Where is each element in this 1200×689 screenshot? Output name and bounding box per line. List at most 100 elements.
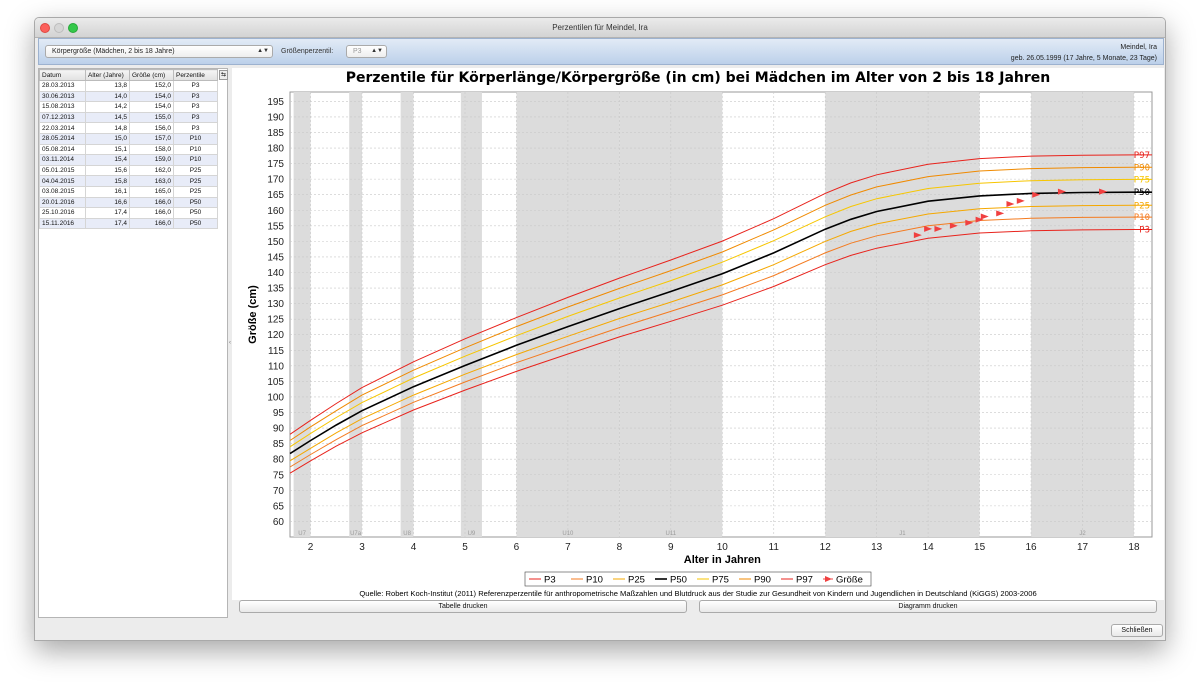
column-header-age[interactable]: Alter (Jahre)	[85, 69, 130, 81]
table-row[interactable]: 28.03.2013 13,8 152,0 P3	[39, 80, 218, 92]
cell-percentile: P25	[173, 185, 218, 198]
measurement-point	[924, 225, 933, 232]
measurement-point	[1057, 188, 1066, 195]
x-tick-label: 11	[769, 542, 780, 553]
age-band-label: J1	[899, 531, 906, 537]
measurement-point	[975, 216, 984, 223]
table-row[interactable]: 05.01.2015 15,6 162,0 P25	[39, 164, 218, 177]
y-tick-label: 110	[268, 361, 284, 372]
zoom-window-button[interactable]	[68, 23, 78, 33]
age-band	[619, 92, 723, 537]
series-end-label: P75	[1134, 175, 1150, 185]
cell-age: 17,4	[85, 217, 130, 230]
cell-date: 07.12.2013	[39, 111, 86, 124]
chart-source: Quelle: Robert Koch-Institut (2011) Refe…	[359, 589, 1036, 598]
x-tick-label: 18	[1128, 542, 1140, 553]
age-band	[825, 92, 980, 537]
y-tick-label: 70	[273, 486, 285, 497]
legend-label: P3	[544, 575, 556, 586]
close-button[interactable]: Schließen	[1111, 624, 1163, 637]
y-tick-label: 95	[273, 408, 285, 419]
cell-height: 166,0	[129, 196, 174, 209]
percentile-select[interactable]: P3 ▲▼	[346, 45, 387, 58]
table-row[interactable]: 03.08.2015 16,1 165,0 P25	[39, 185, 218, 198]
measurement-point	[949, 222, 958, 229]
y-tick-label: 120	[267, 330, 284, 341]
measure-select[interactable]: Körpergröße (Mädchen, 2 bis 18 Jahre) ▲▼	[45, 45, 273, 58]
legend-label: P75	[712, 575, 729, 586]
y-tick-label: 90	[273, 424, 285, 435]
x-tick-label: 6	[514, 542, 520, 553]
table-row[interactable]: 22.03.2014 14,8 156,0 P3	[39, 122, 218, 134]
series-line-p3	[289, 229, 1152, 474]
series-end-label: P50	[1134, 188, 1150, 198]
cell-height: 165,0	[129, 185, 174, 198]
y-tick-label: 170	[267, 175, 284, 186]
minimize-window-button[interactable]	[54, 23, 64, 33]
table-row[interactable]: 05.08.2014 15,1 158,0 P10	[39, 143, 218, 156]
column-header-percentile[interactable]: Perzentile	[173, 69, 218, 81]
table-row[interactable]: 28.05.2014 15,0 157,0 P10	[39, 132, 218, 145]
select-arrows-icon: ▲▼	[257, 48, 269, 54]
y-tick-label: 135	[267, 284, 284, 295]
legend-marker	[825, 576, 832, 582]
y-tick-label: 65	[273, 501, 285, 512]
table-row[interactable]: 30.06.2013 14,0 154,0 P3	[39, 90, 218, 103]
patient-dob: geb. 26.05.1999 (17 Jahre, 5 Monate, 23 …	[1010, 55, 1157, 62]
cell-percentile: P3	[173, 80, 218, 92]
cell-height: 152,0	[129, 80, 174, 92]
age-band-label: U9	[468, 531, 476, 537]
y-tick-label: 85	[273, 439, 285, 450]
cell-percentile: P3	[173, 90, 218, 103]
table-row[interactable]: 25.10.2016 17,4 166,0 P50	[39, 207, 218, 219]
series-line-p97	[289, 154, 1152, 435]
table-header-row: Datum Alter (Jahre) Größe (cm) Perzentil…	[39, 69, 218, 81]
age-band-label: U7	[298, 531, 306, 537]
y-axis-label: Größe (cm)	[247, 285, 259, 344]
cell-percentile: P50	[173, 217, 218, 230]
table-row[interactable]: 04.04.2015 15,8 163,0 P25	[39, 175, 218, 187]
y-tick-label: 105	[267, 377, 284, 388]
age-band-label: U11	[666, 531, 677, 537]
legend-label: P90	[754, 575, 771, 586]
measurement-table: Datum Alter (Jahre) Größe (cm) Perzentil…	[39, 69, 218, 230]
y-tick-label: 150	[267, 237, 284, 248]
y-tick-label: 75	[273, 470, 285, 481]
measurement-point	[1032, 191, 1041, 198]
measurement-point	[1006, 201, 1015, 208]
cell-height: 163,0	[129, 175, 174, 187]
close-window-button[interactable]	[40, 23, 50, 33]
percentile-label: Größenperzentil:	[281, 48, 334, 55]
measurement-point	[965, 219, 974, 226]
table-row[interactable]: 15.11.2016 17,4 166,0 P50	[39, 217, 218, 230]
x-tick-label: 16	[1026, 542, 1038, 553]
y-tick-label: 190	[267, 112, 284, 123]
table-row[interactable]: 07.12.2013 14,5 155,0 P3	[39, 111, 218, 124]
cell-percentile: P3	[173, 101, 218, 113]
cell-age: 14,5	[85, 111, 130, 124]
measurement-point	[1016, 197, 1025, 204]
y-tick-label: 195	[267, 97, 284, 108]
y-tick-label: 60	[273, 517, 285, 528]
cell-age: 16,6	[85, 196, 130, 209]
x-tick-label: 13	[871, 542, 883, 553]
cell-age: 16,1	[85, 185, 130, 198]
column-chooser-icon[interactable]: ⇆	[219, 70, 228, 80]
column-header-height[interactable]: Größe (cm)	[129, 69, 174, 81]
age-band-label: J2	[1079, 531, 1086, 537]
split-pane-divider-icon[interactable]: ‹	[229, 340, 231, 346]
table-row[interactable]: 03.11.2014 15,4 159,0 P10	[39, 154, 218, 166]
cell-age: 15,4	[85, 154, 130, 166]
column-header-date[interactable]: Datum	[39, 69, 86, 81]
y-tick-label: 130	[267, 299, 284, 310]
print-table-button[interactable]: Tabelle drucken	[239, 600, 687, 613]
series-line-p25	[289, 204, 1152, 462]
series-line-p50	[289, 191, 1152, 455]
y-tick-label: 185	[267, 128, 284, 139]
print-chart-button[interactable]: Diagramm drucken	[699, 600, 1157, 613]
cell-age: 15,6	[85, 164, 130, 177]
cell-height: 156,0	[129, 122, 174, 134]
series-line-p10	[289, 216, 1152, 468]
table-row[interactable]: 20.01.2016 16,6 166,0 P50	[39, 196, 218, 209]
table-row[interactable]: 15.08.2013 14,2 154,0 P3	[39, 101, 218, 113]
